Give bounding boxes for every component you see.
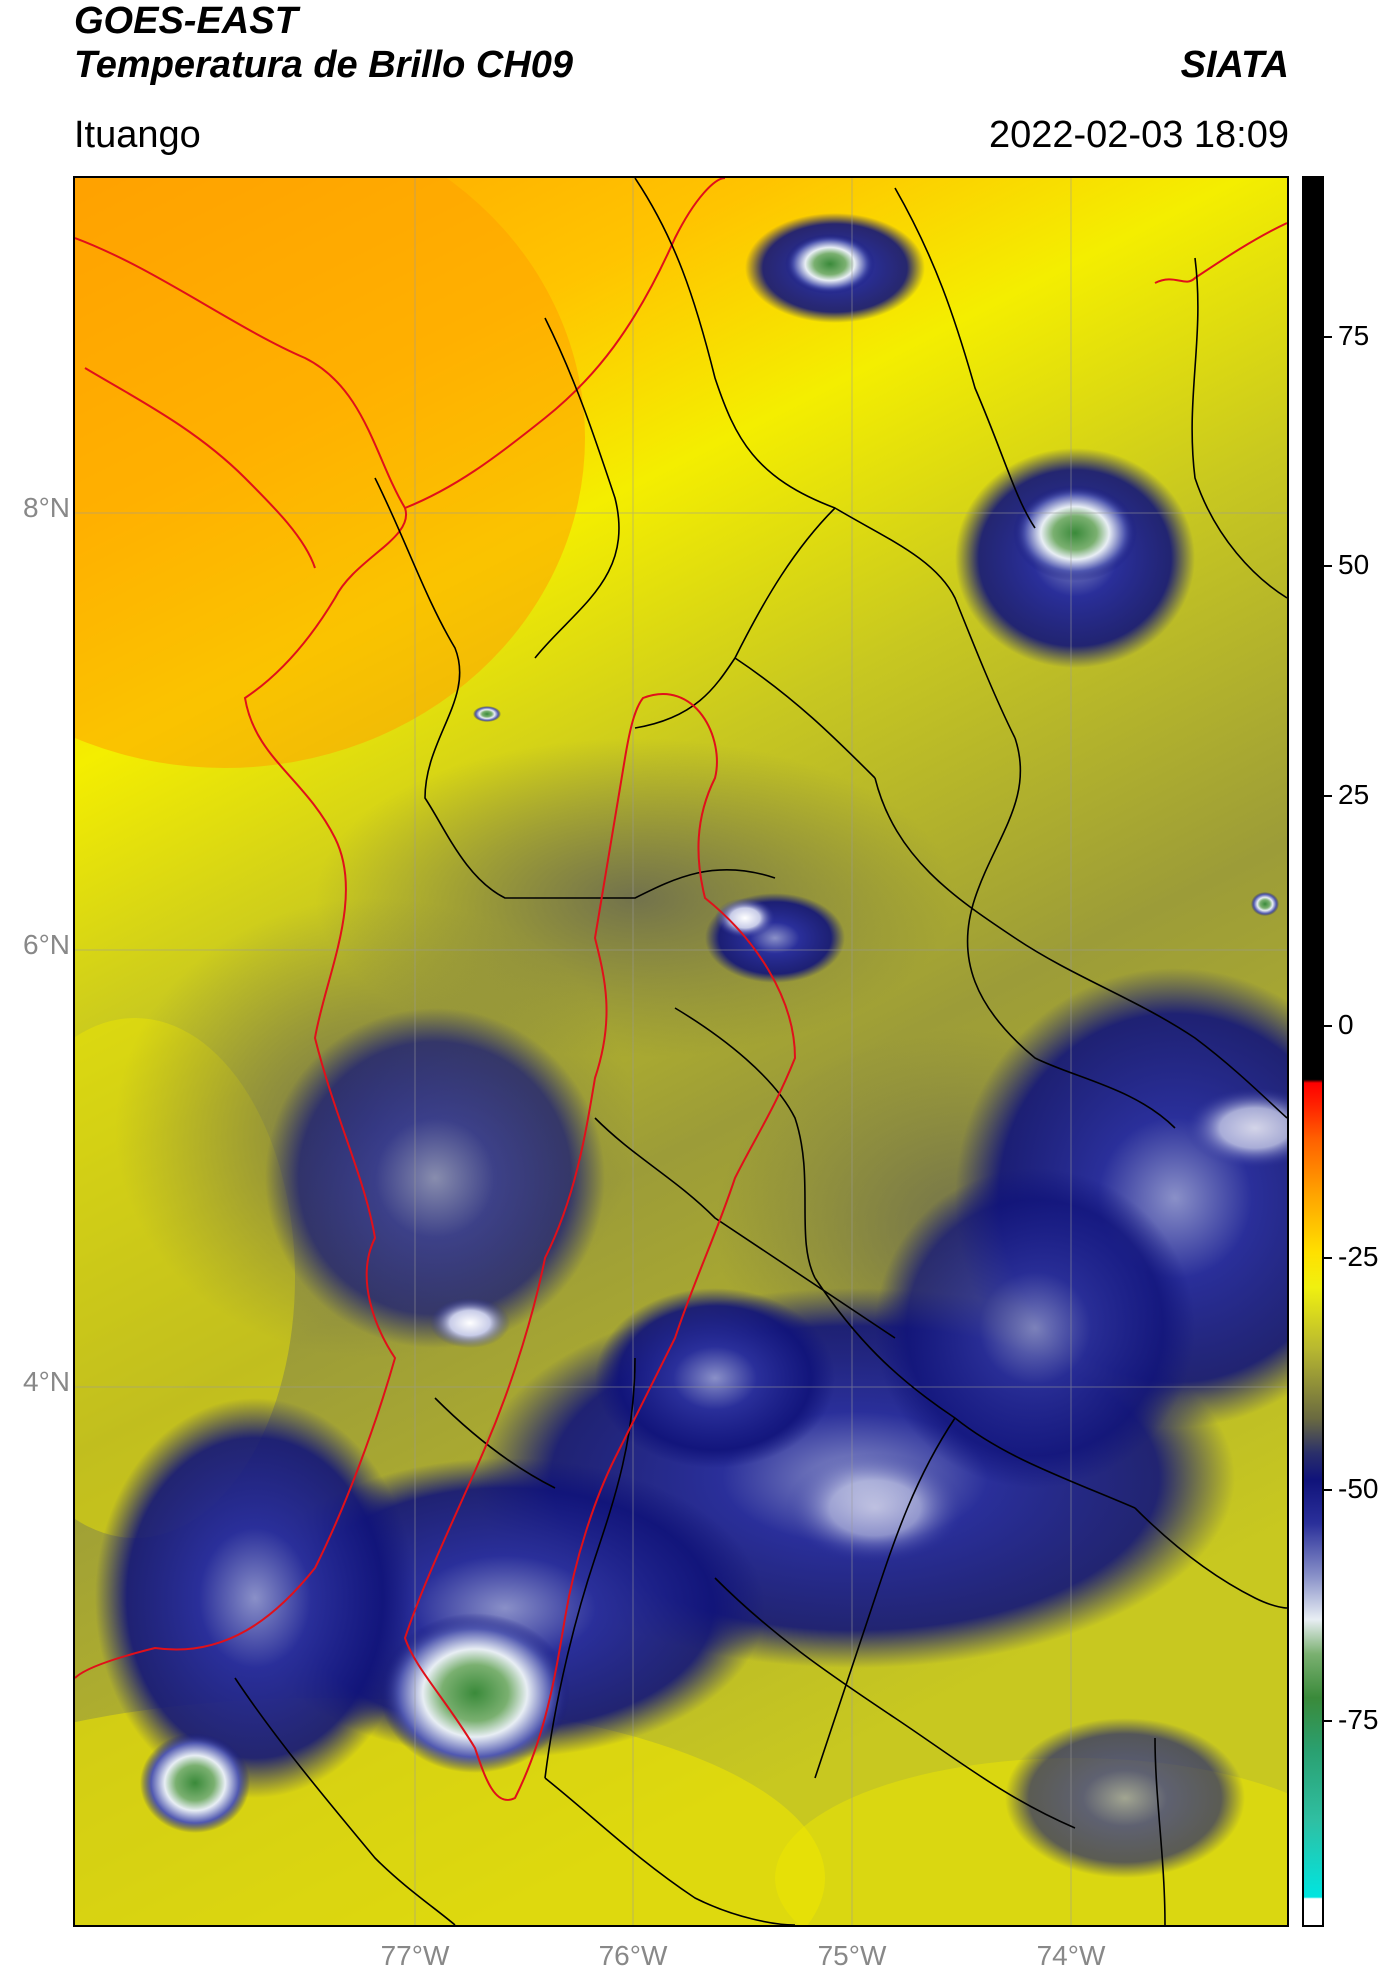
warm-sea-area bbox=[75, 178, 585, 768]
lon-label-74w: 74°W bbox=[1036, 1940, 1106, 1971]
lat-label-8n: 8°N bbox=[23, 492, 70, 523]
title-satellite: GOES-EAST bbox=[74, 0, 298, 42]
cold-core-southwest bbox=[140, 1733, 250, 1833]
title-product: Temperatura de Brillo CH09 bbox=[74, 44, 574, 86]
colorbar-label-75: 75 bbox=[1338, 320, 1370, 351]
colorbar-label-minus50: -50 bbox=[1338, 1473, 1379, 1504]
colorbar-label-minus75: -75 bbox=[1338, 1704, 1379, 1735]
lat-label-4n: 4°N bbox=[23, 1366, 70, 1397]
cold-core-south bbox=[380, 1613, 570, 1773]
colorbar-label-25: 25 bbox=[1338, 779, 1370, 810]
satellite-map[interactable] bbox=[73, 176, 1289, 1927]
basin-outline bbox=[403, 693, 797, 1801]
region-label: Ituango bbox=[74, 114, 201, 156]
title-organization: SIATA bbox=[1180, 44, 1289, 86]
lon-label-76w: 76°W bbox=[598, 1940, 668, 1971]
datetime-label: 2022-02-03 18:09 bbox=[988, 114, 1289, 156]
gridlines bbox=[75, 178, 1287, 1925]
coastline bbox=[75, 178, 1287, 1679]
colorbar-label-50: 50 bbox=[1338, 549, 1370, 580]
lon-label-77w: 77°W bbox=[380, 1940, 450, 1971]
department-borders bbox=[234, 178, 1287, 1925]
colorbar bbox=[1302, 176, 1324, 1927]
cold-core-northeast bbox=[1013, 485, 1137, 581]
map-canvas bbox=[75, 178, 1287, 1925]
colorbar-label-minus25: -25 bbox=[1338, 1241, 1379, 1272]
lat-label-6n: 6°N bbox=[23, 929, 70, 960]
cold-core-north bbox=[785, 234, 875, 294]
colorbar-label-0: 0 bbox=[1338, 1009, 1354, 1040]
lon-label-75w: 75°W bbox=[817, 1940, 887, 1971]
